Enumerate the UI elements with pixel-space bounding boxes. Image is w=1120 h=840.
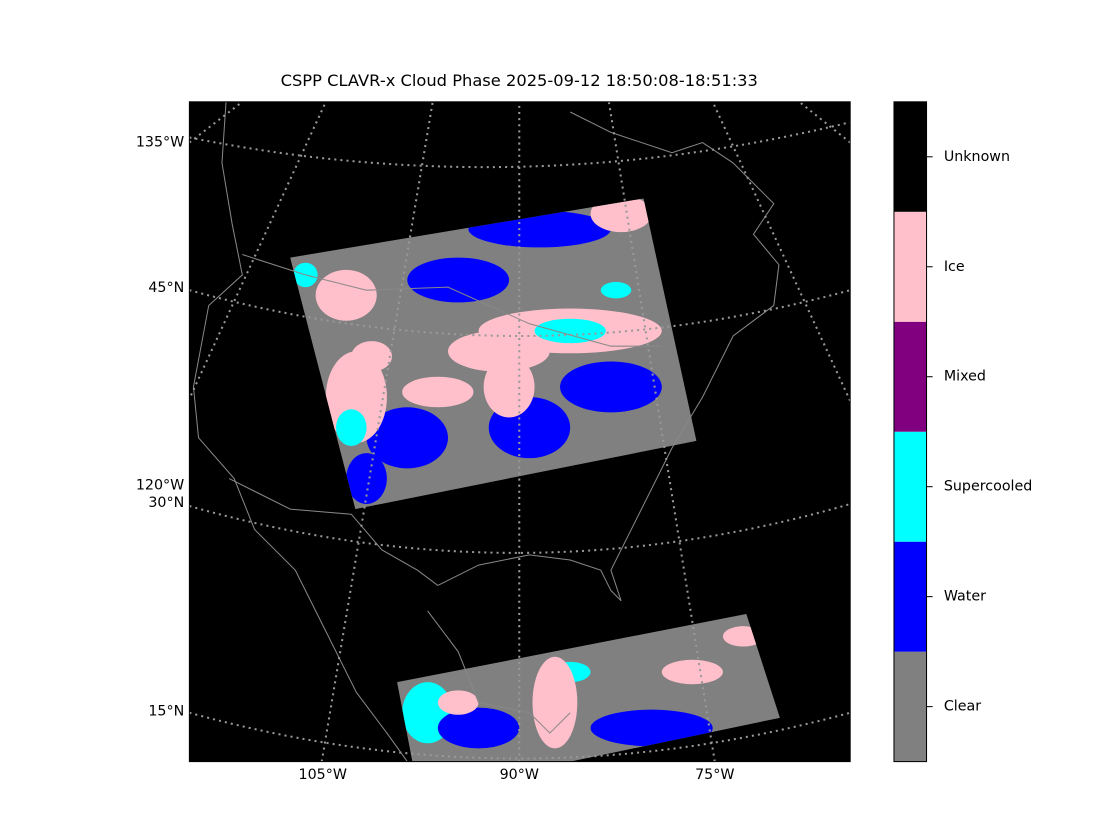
colorbar-label: Mixed xyxy=(944,369,986,385)
colorbar: Clear Water Supercooled Mixed Ice Unknown xyxy=(893,101,1032,763)
cloud-region xyxy=(346,453,387,504)
north-swath xyxy=(290,198,697,510)
lat-label: 45°N xyxy=(148,280,184,296)
cloud-region xyxy=(661,659,723,685)
lat-label: 120°W xyxy=(136,478,184,494)
colorbar-label: Clear xyxy=(944,699,981,715)
title: CSPP CLAVR-x Cloud Phase 2025-09-12 18:5… xyxy=(281,71,758,90)
colorbar-segment xyxy=(893,541,927,652)
cloud-region xyxy=(437,707,520,749)
axis-labels: 105°W 90°W 75°W 135°W 45°N 120°W30°N 15°N xyxy=(136,135,735,783)
colorbar-segment xyxy=(893,431,927,542)
cloud-region xyxy=(336,409,367,446)
coastlines xyxy=(192,101,780,762)
colorbar-label: Unknown xyxy=(944,149,1010,165)
cloud-region xyxy=(483,356,535,418)
colorbar-segment xyxy=(893,651,927,762)
cloud-region xyxy=(600,282,632,299)
colorbar-segment xyxy=(893,321,927,432)
colorbar-label: Water xyxy=(944,589,986,605)
cloud-region xyxy=(534,318,606,344)
cloud-region xyxy=(366,407,448,469)
lat-label: 135°W xyxy=(136,135,184,151)
lon-label: 90°W xyxy=(500,767,539,783)
map xyxy=(189,101,851,762)
colorbar-label: Ice xyxy=(944,259,965,275)
lat-label: 30°N xyxy=(148,495,184,511)
lon-label: 75°W xyxy=(695,767,734,783)
cloud-region xyxy=(590,709,713,747)
cloud-region xyxy=(351,341,392,372)
cloud-region xyxy=(560,361,662,413)
cloud-region xyxy=(448,330,550,372)
lat-label: 15°N xyxy=(148,704,184,720)
cloud-region xyxy=(532,656,578,749)
map-frame xyxy=(188,101,851,763)
colorbar-frame xyxy=(893,101,928,763)
cloud-region xyxy=(407,257,510,303)
graticule xyxy=(189,101,851,762)
lon-label: 105°W xyxy=(299,767,347,783)
colorbar-segment xyxy=(893,211,927,322)
colorbar-segment xyxy=(893,101,927,212)
cloud-region xyxy=(402,376,474,408)
cloud-region xyxy=(437,690,479,715)
cloud-region xyxy=(315,269,377,321)
colorbar-label: Supercooled xyxy=(944,479,1032,495)
